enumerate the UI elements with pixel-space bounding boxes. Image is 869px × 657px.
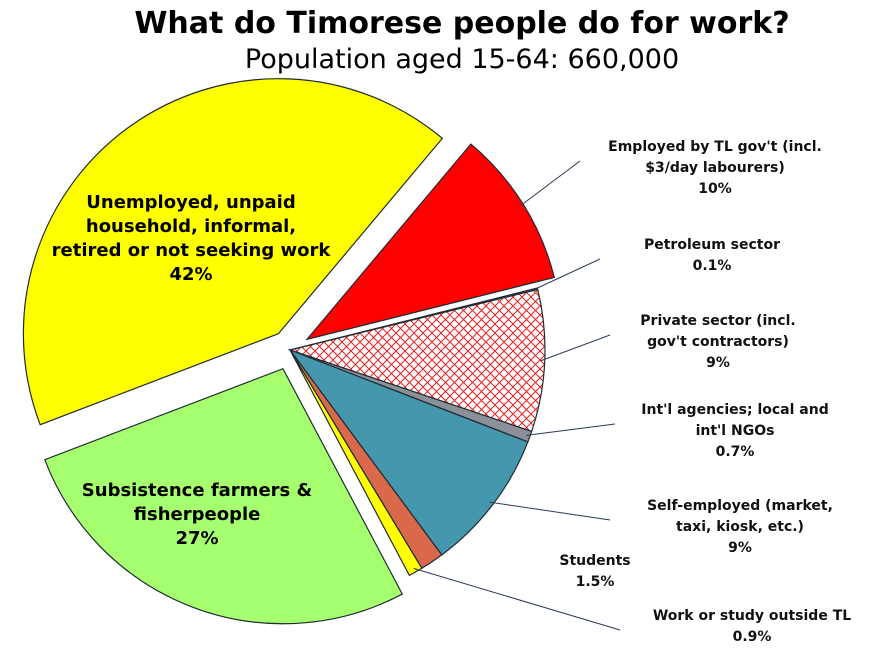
leader-line-petroleum — [533, 258, 601, 291]
pie-slice-unemployed — [22, 78, 444, 426]
chart-subtitle: Population aged 15-64: 660,000 — [245, 44, 679, 75]
pie-slice-subsistence — [43, 367, 404, 625]
pie-slice-private — [287, 288, 546, 433]
slice-label-self: Self-employed (market, taxi, kiosk, etc.)… — [647, 498, 833, 556]
slice-label-gov: Employed by TL gov't (incl. $3/day labour… — [608, 139, 822, 197]
slice-label-intl: Int'l agencies; local and int'l NGOs 0.7% — [641, 402, 828, 460]
slice-labels: Employed by TL gov't (incl. $3/day labour… — [52, 139, 852, 645]
slice-label-subsistence: Subsistence farmers & fisherpeople 27% — [82, 480, 312, 549]
leader-line-intl — [525, 423, 616, 436]
pie-slices — [22, 78, 556, 625]
slice-label-private: Private sector (incl. gov't contractors) 9… — [640, 313, 795, 371]
slice-label-students: Students 1.5% — [559, 553, 630, 590]
chart-title: What do Timorese people do for work? — [134, 6, 789, 41]
leader-line-abroad — [413, 567, 621, 631]
slice-label-unemployed: Unemployed, unpaid household, informal, re… — [52, 192, 332, 285]
leader-line-gov — [519, 160, 581, 207]
slice-label-abroad: Work or study outside TL 0.9% — [653, 608, 851, 645]
leader-line-private — [540, 334, 611, 362]
pie-slice-self — [288, 348, 529, 556]
pie-slice-abroad — [289, 349, 423, 577]
leader-lines — [413, 160, 621, 631]
slice-label-petroleum: Petroleum sector 0.1% — [644, 237, 780, 274]
leader-line-self — [489, 501, 611, 521]
